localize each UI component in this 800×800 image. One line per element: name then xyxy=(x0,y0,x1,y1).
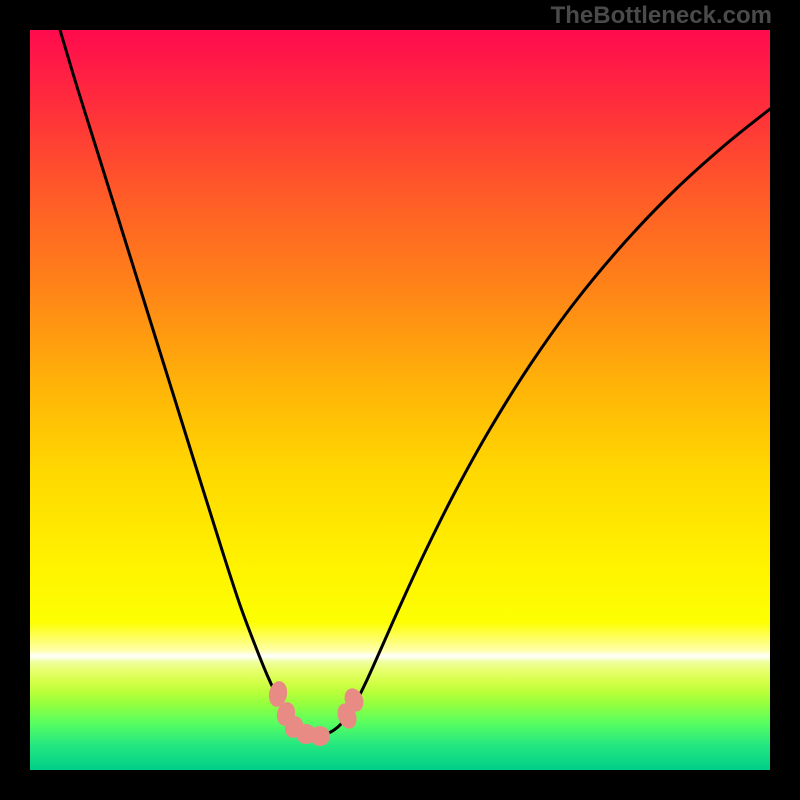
frame-left xyxy=(0,0,30,800)
frame-right xyxy=(770,0,800,800)
watermark-text: TheBottleneck.com xyxy=(551,2,772,30)
frame-bottom xyxy=(0,770,800,800)
chart-background xyxy=(30,30,770,770)
curve-marker xyxy=(310,726,330,746)
plot-area xyxy=(30,30,770,770)
chart-svg xyxy=(30,30,770,770)
